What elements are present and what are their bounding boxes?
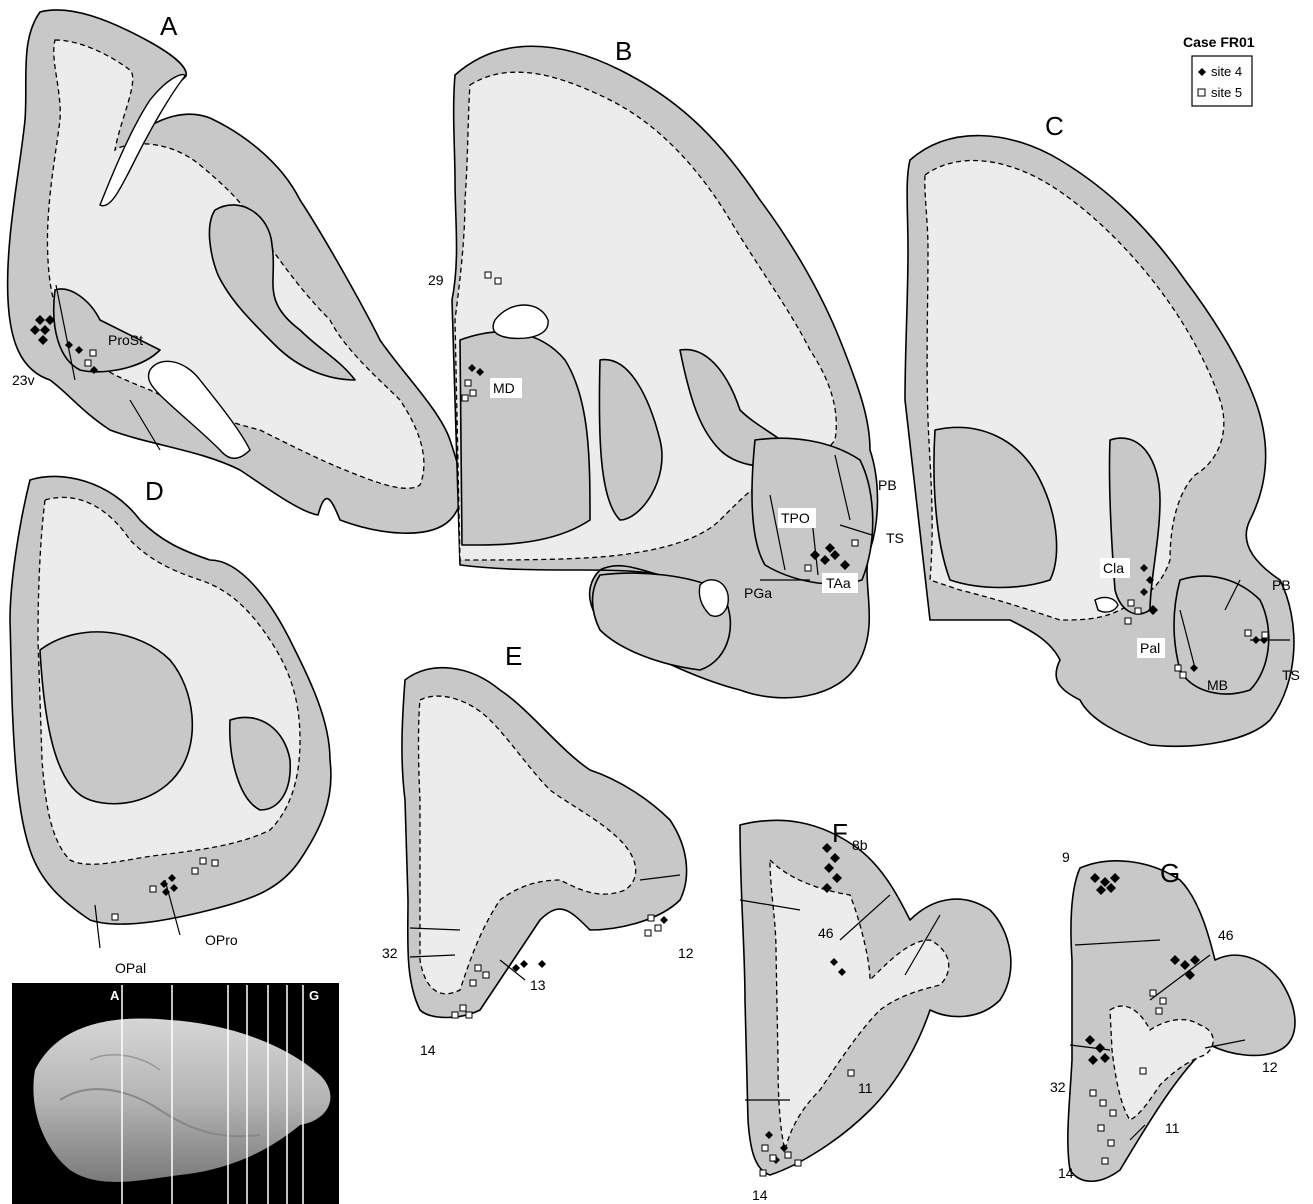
site5-cluster-c (1124, 599, 1269, 679)
area-label-prost: ProSt (108, 332, 143, 348)
area-label-13: 13 (530, 977, 546, 993)
area-label-taa: TAa (826, 575, 851, 591)
legend-marker-site4 (1198, 68, 1206, 76)
area-label-32-g: 32 (1050, 1079, 1066, 1095)
site4-cluster-f (765, 843, 846, 1164)
area-label-pb-c: PB (1272, 577, 1291, 593)
section-label-e: E (505, 641, 522, 671)
legend-title: Case FR01 (1183, 34, 1255, 50)
site5-cluster-b (461, 271, 859, 572)
area-label-46-f: 46 (818, 925, 834, 941)
brain-image (33, 1018, 331, 1182)
area-label-23v: 23v (12, 372, 35, 388)
legend-label-site5: site 5 (1211, 85, 1242, 100)
area-label-md: MD (493, 380, 515, 396)
area-label-11-f: 11 (858, 1080, 873, 1096)
legend: Case FR01 site 4 site 5 (1183, 34, 1255, 107)
site5-cluster-d (111, 857, 219, 921)
area-label-14-e: 14 (420, 1042, 436, 1058)
area-label-8b: 8b (852, 837, 868, 853)
area-label-cla: Cla (1103, 560, 1124, 576)
legend-box (1191, 55, 1253, 107)
area-label-opro: OPro (205, 932, 238, 948)
photo-label-g: G (309, 988, 319, 1003)
section-g: G 9 46 32 12 11 14 (1050, 849, 1296, 1183)
area-label-11-g: 11 (1165, 1120, 1180, 1136)
section-f: F 8b 46 11 14 (739, 818, 1012, 1203)
area-label-pal: Pal (1140, 640, 1160, 656)
area-label-pga: PGa (744, 585, 772, 601)
site5-cluster-a (84, 349, 97, 367)
site5-cluster-f (759, 1069, 855, 1177)
area-label-pb-b: PB (878, 477, 897, 493)
brain-photo: A G (12, 983, 339, 1204)
site4-cluster-a (30, 315, 98, 374)
area-label-12-g: 12 (1262, 1059, 1278, 1075)
site4-cluster-d (160, 874, 178, 896)
area-label-mb: MB (1207, 677, 1228, 693)
area-label-12-e: 12 (678, 945, 694, 961)
area-label-32-e: 32 (382, 945, 398, 961)
area-label-46-g: 46 (1218, 927, 1234, 943)
photo-label-a: A (110, 988, 120, 1003)
section-label-f: F (832, 818, 848, 848)
section-d: D OPal OPro (9, 475, 332, 976)
section-label-b: B (615, 36, 632, 66)
section-label-g: G (1160, 858, 1180, 888)
section-label-d: D (145, 476, 164, 506)
area-label-ts-c: TS (1282, 667, 1300, 683)
section-e: E 32 13 12 14 (382, 641, 694, 1058)
area-label-14-f: 14 (752, 1187, 768, 1203)
area-label-14-g: 14 (1058, 1165, 1074, 1181)
area-label-29: 29 (428, 272, 444, 288)
legend-marker-site5 (1197, 88, 1206, 97)
area-label-tpo: TPO (781, 510, 810, 526)
section-a: A ProSt 23v (6, 9, 463, 534)
legend-label-site4: site 4 (1211, 64, 1242, 79)
area-label-opal: OPal (115, 960, 146, 976)
area-label-9: 9 (1062, 849, 1070, 865)
section-c: C Cla PB Pal TS MB (904, 111, 1300, 748)
section-b: B 29 MD PB TPO TS PGa TAa (428, 36, 904, 699)
section-label-c: C (1045, 111, 1064, 141)
site5-cluster-e (451, 914, 662, 1019)
section-label-a: A (160, 11, 178, 41)
area-label-ts-b: TS (886, 530, 904, 546)
site5-cluster-g (1089, 989, 1167, 1165)
